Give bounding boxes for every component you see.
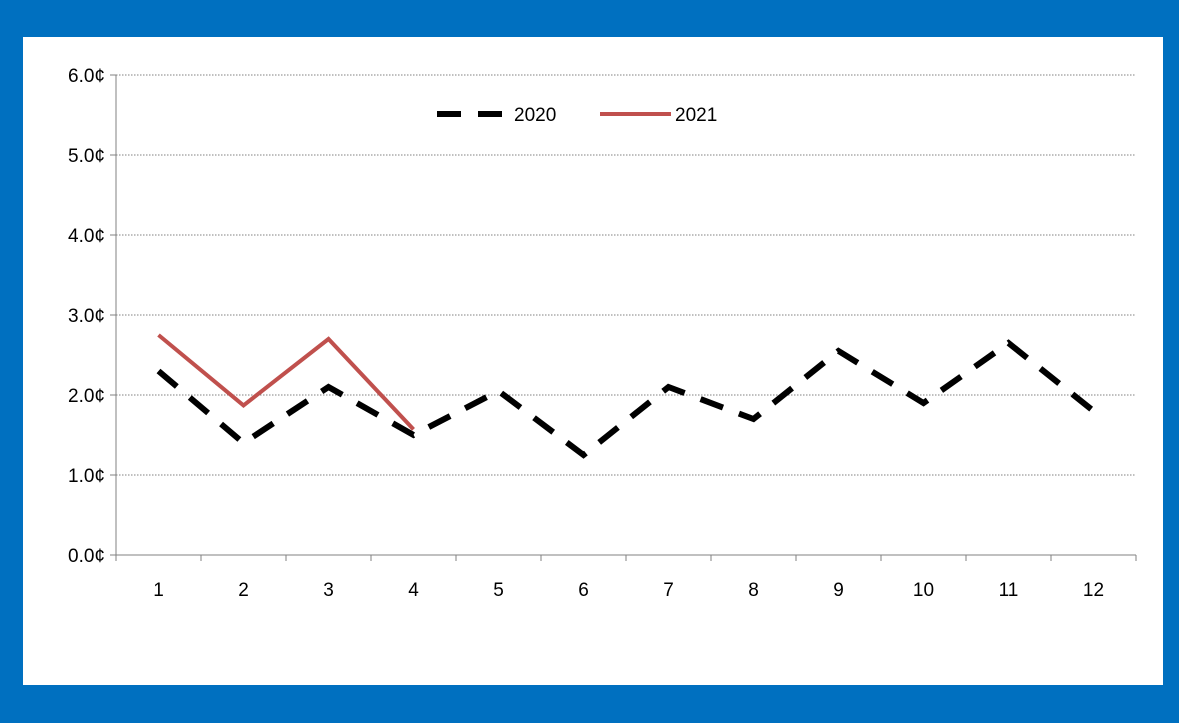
x-tick-label: 1 [153,580,164,601]
series-lines [156,333,1096,459]
x-tick-label: 4 [408,580,419,601]
y-tick-label: 1.0¢ [68,466,105,487]
legend-label-2020: 2020 [514,105,556,126]
y-tick-label: 0.0¢ [68,546,105,567]
y-tick-label: 5.0¢ [68,146,105,167]
x-tick-label: 7 [663,580,674,601]
legend-label-2021: 2021 [675,105,717,126]
series-line-2021 [157,333,415,431]
y-tick-label: 3.0¢ [68,306,105,327]
line-chart: 0.0¢1.0¢2.0¢3.0¢4.0¢5.0¢6.0¢1 2 3 4 5 6 7 8 9 10 1… [68,66,1137,601]
y-tick-label: 6.0¢ [68,66,105,87]
y-tick-label: 4.0¢ [68,226,105,247]
axes: 0.0¢1.0¢2.0¢3.0¢4.0¢5.0¢6.0¢1 2 3 4 5 6 7 8 9 10 1… [68,66,1137,601]
x-tick-label: 11 [999,580,1019,601]
x-tick-label: 2 [238,580,249,601]
chart-panel: 0.0¢ 1.0¢ 2.0¢ 3.0¢ 4.0¢ 5.0¢ 6.0¢ 1 2 3 4 5 6 7 8 9 10 1… [23,37,1163,685]
gridlines [116,74,1136,476]
legend: 2020 2021 [437,105,717,126]
x-tick-label: 10 [913,580,934,601]
x-tick-label: 3 [323,580,334,601]
x-tick-label: 12 [1083,580,1104,601]
x-tick-label: 8 [748,580,759,601]
y-tick-label: 2.0¢ [68,386,105,407]
x-tick-label: 6 [578,580,589,601]
x-tick-label: 5 [493,580,504,601]
x-tick-label: 9 [833,580,844,601]
